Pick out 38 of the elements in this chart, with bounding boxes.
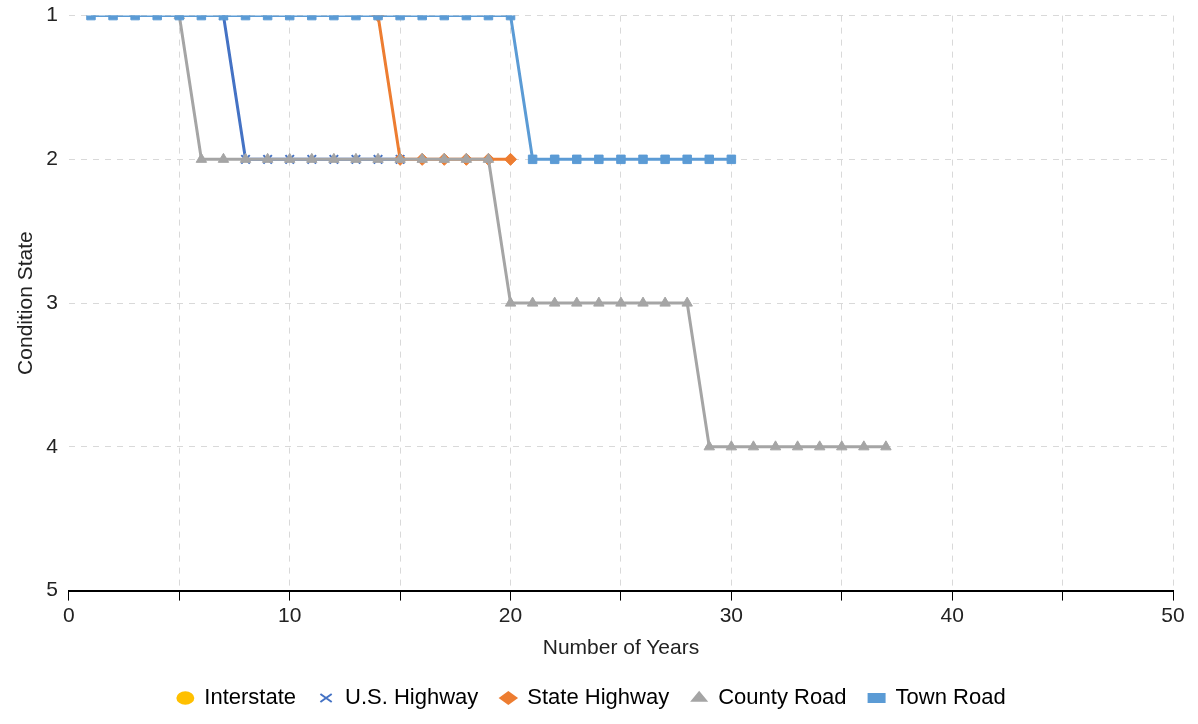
point: [682, 154, 692, 165]
point: [571, 296, 583, 307]
y-axis-title: Condition State: [13, 231, 37, 375]
point: [593, 296, 605, 307]
point: [594, 154, 604, 165]
legend-label: County Road: [718, 684, 847, 710]
point: [638, 154, 648, 165]
point: [526, 296, 539, 307]
y-tick-label: 1: [46, 2, 58, 26]
point: [704, 154, 715, 165]
x-tick-label: 50: [1161, 603, 1185, 626]
point: [659, 296, 671, 307]
x-tick-label: 40: [940, 603, 964, 626]
point: [726, 154, 737, 165]
x-tick-label: 30: [719, 603, 744, 626]
point: [660, 154, 670, 165]
legend-label: U.S. Highway: [345, 684, 479, 710]
x-tick-label: 20: [498, 603, 523, 626]
x-axis-title: Number of Years: [542, 635, 700, 659]
point: [549, 296, 561, 307]
point: [616, 154, 626, 165]
y-tick-label: 5: [46, 577, 58, 601]
y-tick-label: 3: [46, 289, 58, 313]
y-tick-label: 4: [46, 433, 59, 457]
x-tick-label: 0: [63, 603, 75, 626]
legend-label: State Highway: [527, 684, 670, 710]
point: [637, 296, 649, 307]
legend-label: Town Road: [895, 684, 1006, 710]
point: [549, 154, 560, 165]
point: [527, 154, 538, 165]
point: [504, 152, 518, 166]
x-tick-label: 10: [278, 603, 302, 626]
point: [615, 296, 627, 307]
point: [504, 296, 517, 307]
point: [572, 154, 582, 165]
legend-label: Interstate: [204, 684, 297, 710]
y-tick-label: 2: [46, 146, 58, 170]
point: [681, 296, 693, 307]
